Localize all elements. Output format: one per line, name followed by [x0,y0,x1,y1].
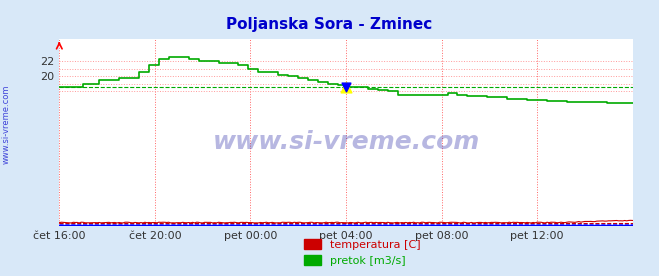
Text: www.si-vreme.com: www.si-vreme.com [212,130,480,154]
Legend: temperatura [C], pretok [m3/s]: temperatura [C], pretok [m3/s] [300,234,425,270]
Text: www.si-vreme.com: www.si-vreme.com [2,84,11,164]
Point [341,85,351,90]
Point [341,85,351,90]
Text: Poljanska Sora - Zminec: Poljanska Sora - Zminec [227,17,432,31]
